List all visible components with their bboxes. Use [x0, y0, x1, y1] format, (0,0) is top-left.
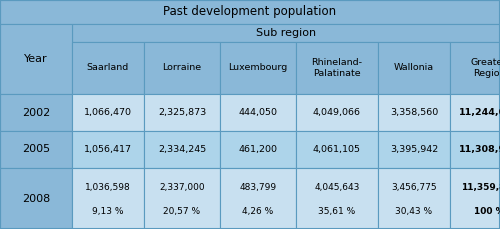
Text: 4,045,643: 4,045,643: [314, 183, 360, 192]
Text: 2008: 2008: [22, 194, 50, 204]
Bar: [72, 131, 144, 168]
Text: 3,395,942: 3,395,942: [390, 145, 438, 154]
Text: 11,359,815: 11,359,815: [460, 183, 500, 192]
Text: 4,061,105: 4,061,105: [313, 145, 361, 154]
Text: 35,61 %: 35,61 %: [318, 207, 356, 216]
Text: Saarland: Saarland: [87, 63, 129, 73]
Text: 2,337,000: 2,337,000: [159, 183, 205, 192]
Text: Lorraine: Lorraine: [162, 63, 202, 73]
Text: Past development population: Past development population: [164, 5, 336, 19]
Text: 1,056,417: 1,056,417: [84, 145, 132, 154]
Bar: [220, 168, 296, 229]
Text: 3,456,775: 3,456,775: [391, 183, 437, 192]
Bar: [220, 131, 296, 168]
Text: 4,049,066: 4,049,066: [313, 108, 361, 117]
Bar: [450, 168, 500, 229]
Bar: [0, 24, 72, 94]
Bar: [450, 42, 500, 94]
Bar: [72, 24, 500, 42]
Text: Rhineland-
Palatinate: Rhineland- Palatinate: [312, 58, 362, 78]
Bar: [220, 94, 296, 131]
Bar: [450, 131, 500, 168]
Text: Year: Year: [24, 54, 48, 64]
Text: 461,200: 461,200: [238, 145, 278, 154]
Bar: [296, 94, 378, 131]
Text: 483,799: 483,799: [240, 183, 277, 192]
Bar: [0, 94, 72, 131]
Text: Luxembourg: Luxembourg: [228, 63, 288, 73]
Bar: [144, 42, 220, 94]
Bar: [0, 168, 72, 229]
Text: 11,308,909: 11,308,909: [459, 145, 500, 154]
Bar: [378, 131, 450, 168]
Text: 2002: 2002: [22, 107, 50, 117]
Bar: [296, 42, 378, 94]
Bar: [296, 168, 378, 229]
Bar: [72, 94, 144, 131]
Text: 2,334,245: 2,334,245: [158, 145, 206, 154]
Bar: [0, 0, 500, 24]
Text: 2,325,873: 2,325,873: [158, 108, 206, 117]
Text: 11,244,019: 11,244,019: [459, 108, 500, 117]
Text: 3,358,560: 3,358,560: [390, 108, 438, 117]
Bar: [378, 42, 450, 94]
Text: 20,57 %: 20,57 %: [164, 207, 200, 216]
Bar: [296, 131, 378, 168]
Text: 30,43 %: 30,43 %: [396, 207, 432, 216]
Text: 4,26 %: 4,26 %: [242, 207, 274, 216]
Text: Sub region: Sub region: [256, 28, 316, 38]
Bar: [220, 42, 296, 94]
Text: 1,036,598: 1,036,598: [85, 183, 131, 192]
Text: 444,050: 444,050: [238, 108, 278, 117]
Text: 1,066,470: 1,066,470: [84, 108, 132, 117]
Bar: [72, 168, 144, 229]
Bar: [72, 42, 144, 94]
Text: 2005: 2005: [22, 144, 50, 155]
Bar: [378, 94, 450, 131]
Text: 100 %: 100 %: [474, 207, 500, 216]
Bar: [450, 94, 500, 131]
Text: Greater
Region: Greater Region: [471, 58, 500, 78]
Text: 9,13 %: 9,13 %: [92, 207, 124, 216]
Bar: [144, 131, 220, 168]
Bar: [378, 168, 450, 229]
Bar: [144, 168, 220, 229]
Bar: [0, 131, 72, 168]
Bar: [144, 94, 220, 131]
Text: Wallonia: Wallonia: [394, 63, 434, 73]
